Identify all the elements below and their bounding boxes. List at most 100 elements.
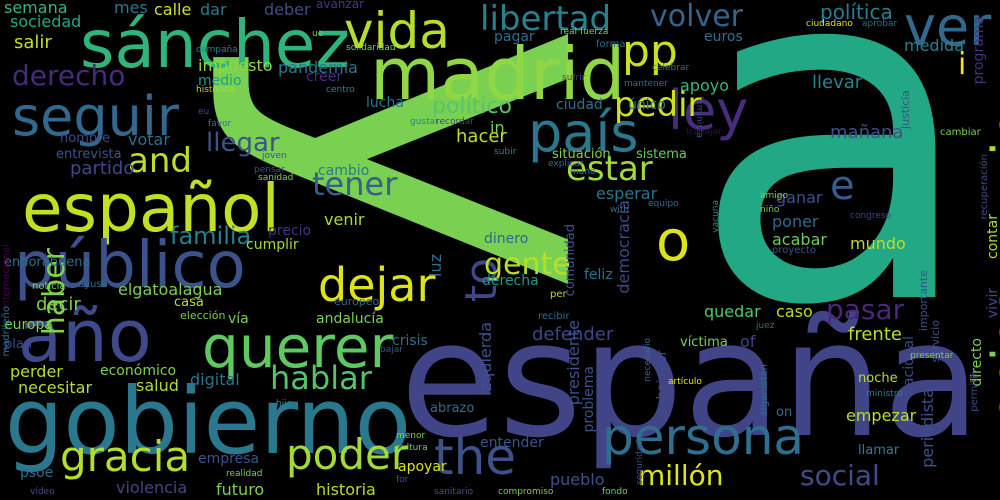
word: cambio [318, 163, 370, 179]
word: ciudad [556, 97, 603, 113]
word: quedar [704, 302, 761, 321]
word: sanitario [434, 487, 474, 497]
word: empezar [846, 406, 917, 425]
word: año [18, 294, 152, 378]
word: situación [552, 147, 611, 162]
word: cumplir [246, 237, 299, 253]
word: cultura [396, 443, 428, 453]
word: periodista [918, 388, 937, 468]
word: volver [650, 0, 743, 34]
word: llamar [858, 443, 900, 458]
word: apoyar [398, 459, 447, 475]
word: bajar [380, 345, 403, 355]
word: historia [316, 480, 376, 499]
word: hacer [456, 126, 507, 147]
word: real [560, 27, 578, 37]
word: problema [581, 366, 597, 433]
word: medio [198, 73, 242, 89]
word: joven [262, 151, 287, 161]
word: menor [396, 431, 426, 441]
word: recibir [538, 311, 570, 322]
word: pedir [614, 85, 702, 125]
word: pp [622, 26, 678, 77]
word: eu [198, 107, 210, 117]
word: leer [284, 144, 315, 163]
word: semana [4, 0, 68, 17]
word: elección [180, 309, 226, 322]
word: vídeo [30, 487, 55, 497]
word: país [528, 101, 639, 164]
word: vacuna [711, 200, 721, 233]
word: importante [917, 270, 930, 332]
word: compromiso [498, 487, 554, 497]
word: violencia [116, 478, 188, 497]
word: política [820, 0, 893, 24]
word: ministro [866, 389, 903, 399]
word: acabar [772, 230, 827, 249]
word: dar [200, 0, 227, 19]
word: pagar [494, 29, 535, 45]
word: lucha [366, 95, 404, 111]
word: sánchez [80, 6, 351, 83]
word: gobierno [5, 368, 412, 475]
word: noche [858, 371, 898, 386]
word: cambiar [940, 127, 981, 138]
word: empresa [198, 451, 260, 467]
word: ley [668, 79, 749, 142]
word: millón [638, 459, 724, 492]
word: víctima [680, 335, 728, 350]
word: hijo [276, 399, 293, 409]
word: vida [344, 2, 450, 60]
word: presidente [564, 320, 583, 406]
word: nacional [901, 336, 917, 395]
word: subir [494, 147, 517, 157]
word: andalucía [316, 311, 384, 327]
word: necesario [643, 338, 653, 382]
word: madrid [370, 32, 626, 116]
word: seguridad [635, 440, 645, 485]
word: sanidad [258, 173, 294, 183]
word: medida [904, 36, 964, 55]
word: mano [570, 167, 596, 177]
word: elgatoalagua [118, 280, 223, 299]
word: persona [602, 408, 805, 466]
word: fondo [602, 487, 628, 497]
word: amigo [760, 191, 789, 201]
word: venir [324, 210, 365, 229]
word: economía [404, 189, 448, 199]
word: pueblo [550, 470, 605, 489]
word: madrileño [1, 306, 12, 357]
word: comunidad [563, 224, 578, 297]
word: pasar [826, 293, 905, 326]
word: equipo [648, 199, 679, 209]
word: poner [772, 212, 819, 231]
word: españa [400, 286, 981, 473]
word: solidaridad [346, 43, 396, 53]
word: fuerza [580, 27, 609, 37]
word: único [628, 97, 666, 113]
word: gustar [410, 117, 439, 127]
word: salud [136, 376, 179, 395]
word: pensar [254, 165, 285, 175]
word: mantener [624, 79, 668, 89]
word: entrevista [56, 147, 122, 162]
word: salir [14, 32, 52, 53]
word: mundo [850, 234, 906, 253]
word: campaña [196, 45, 238, 55]
word: familia [170, 222, 252, 250]
word: gente [484, 247, 571, 282]
word: avanzar [316, 0, 364, 11]
word: europeo [334, 295, 380, 308]
word: on [776, 405, 793, 420]
word: o [656, 209, 691, 274]
word: histórico [196, 85, 235, 95]
word: sociedad [10, 12, 82, 31]
word: presentar [910, 351, 954, 361]
word: ue [312, 29, 324, 39]
word: ganar [776, 188, 823, 207]
word: vivir [985, 288, 1000, 319]
word: precio [268, 223, 312, 239]
word: aprobar [862, 19, 898, 29]
word: artículo [668, 377, 702, 387]
word: derecha [482, 273, 539, 289]
